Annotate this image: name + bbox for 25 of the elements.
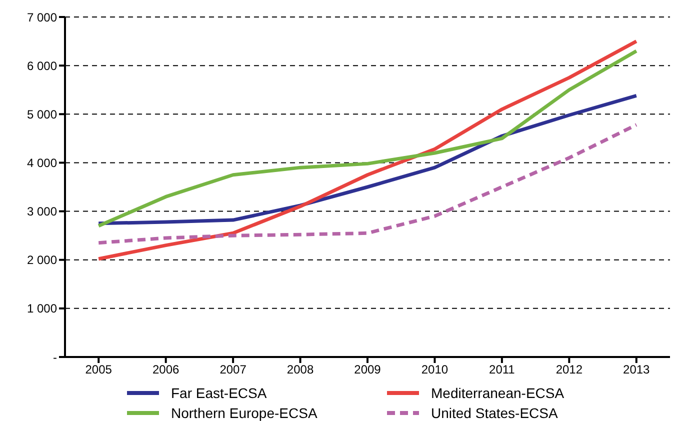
- line-series: [96, 40, 638, 261]
- x-tick-label: 2012: [556, 362, 583, 377]
- x-tick-label: 2013: [623, 362, 650, 377]
- line-series: [96, 49, 638, 228]
- y-tick-label: 7 000: [26, 10, 58, 24]
- legend-label: United States-ECSA: [431, 405, 558, 421]
- x-tick-label: 2009: [354, 362, 382, 377]
- x-tick-label: 2006: [152, 362, 180, 377]
- line-series: [96, 94, 638, 226]
- y-tick-label: 5 000: [26, 107, 58, 122]
- legend-label: Far East-ECSA: [171, 385, 267, 401]
- x-tick-label: 2010: [421, 362, 448, 377]
- line-series: [96, 123, 638, 245]
- y-tick-label: 2 000: [26, 253, 58, 268]
- x-tick-label: 2005: [85, 362, 112, 377]
- legend-label: Northern Europe-ECSA: [171, 405, 318, 421]
- legend-label: Mediterranean-ECSA: [431, 385, 564, 401]
- y-tick-label: 3 000: [26, 204, 58, 219]
- x-tick-label: 2011: [489, 362, 516, 377]
- y-tick-label: 4 000: [26, 156, 58, 170]
- y-tick-label: 1 000: [26, 302, 58, 316]
- x-tick-label: 2007: [220, 362, 247, 377]
- x-tick-label: 2008: [286, 362, 314, 377]
- y-tick-label: 6 000: [26, 58, 58, 73]
- y-tick-label: -: [53, 350, 57, 364]
